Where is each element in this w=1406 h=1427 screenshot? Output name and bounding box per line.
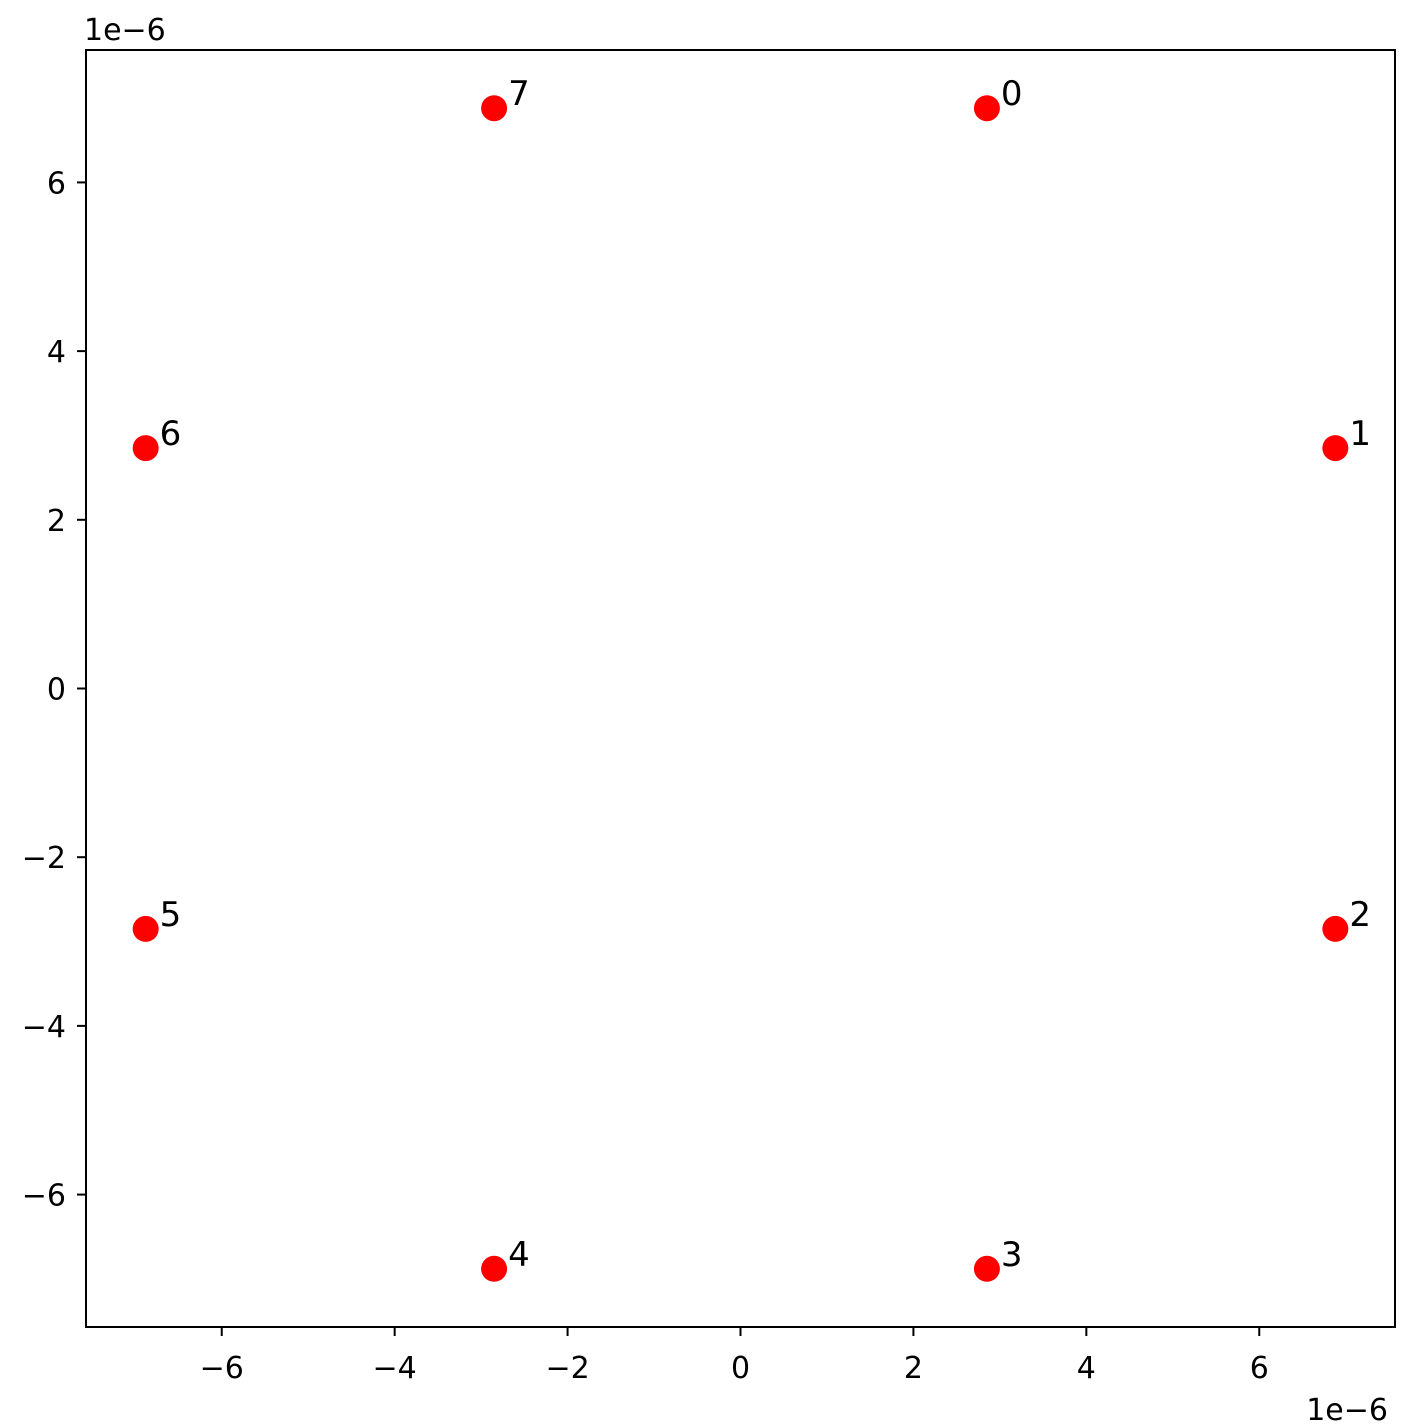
x-tick-label: −2 — [545, 1351, 589, 1386]
point-label-6: 6 — [160, 414, 182, 454]
point-label-3: 3 — [1001, 1235, 1023, 1275]
y-tick-label: −2 — [22, 841, 66, 876]
plot-background — [86, 50, 1395, 1327]
x-axis-offset-label: 1e−6 — [1306, 1393, 1388, 1427]
data-point-3 — [973, 1255, 1000, 1282]
y-axis-offset-label: 1e−6 — [84, 13, 166, 48]
x-tick-label: 4 — [1077, 1351, 1096, 1386]
data-point-7 — [481, 95, 508, 122]
y-tick-label: 4 — [47, 335, 66, 370]
x-tick-label: 2 — [904, 1351, 923, 1386]
y-tick-label: −4 — [22, 1010, 66, 1045]
y-axis-ticks: −6 −4 −2 0 2 4 6 — [22, 166, 86, 1214]
x-tick-label: 0 — [731, 1351, 750, 1386]
point-label-2: 2 — [1349, 895, 1371, 935]
point-label-5: 5 — [160, 895, 182, 935]
point-label-7: 7 — [508, 74, 530, 114]
x-tick-label: −6 — [200, 1351, 244, 1386]
x-tick-label: 6 — [1250, 1351, 1269, 1386]
data-point-5 — [132, 915, 159, 942]
y-tick-label: 0 — [47, 673, 66, 708]
data-point-6 — [132, 435, 159, 462]
point-label-4: 4 — [508, 1235, 530, 1275]
data-point-1 — [1322, 435, 1349, 462]
plot-frame — [85, 49, 1396, 1328]
y-tick-label: −6 — [22, 1179, 66, 1214]
y-tick-label: 6 — [47, 166, 66, 201]
x-axis-ticks: −6 −4 −2 0 2 4 6 — [200, 1327, 1269, 1386]
point-label-0: 0 — [1001, 74, 1023, 114]
y-tick-label: 2 — [47, 504, 66, 539]
x-tick-label: −4 — [373, 1351, 417, 1386]
data-point-2 — [1322, 915, 1349, 942]
data-point-0 — [973, 95, 1000, 122]
data-point-4 — [481, 1255, 508, 1282]
data-points: 0 1 2 3 4 5 6 7 — [132, 74, 1371, 1282]
point-label-1: 1 — [1349, 414, 1371, 454]
